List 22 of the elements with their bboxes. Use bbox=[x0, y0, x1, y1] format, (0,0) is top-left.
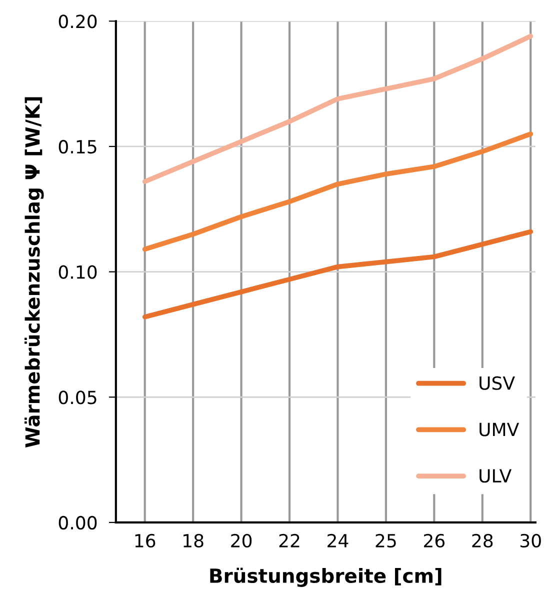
x-tick-label: 24 bbox=[328, 534, 348, 548]
x-tick-label: 28 bbox=[472, 534, 493, 548]
y-tick-label: 0.10 bbox=[58, 265, 97, 279]
x-tick-label: 16 bbox=[135, 534, 156, 548]
y-axis-title: Wärmebrückenzuschlag Ψ [W/K] bbox=[24, 97, 44, 448]
x-axis-title: Brüstungsbreite [cm] bbox=[210, 568, 442, 587]
legend-label: USV bbox=[480, 376, 515, 390]
y-tick-label: 0.00 bbox=[58, 516, 97, 530]
legend-label: UMV bbox=[480, 422, 520, 436]
y-tick-label: 0.15 bbox=[58, 140, 96, 154]
x-tick-label: 22 bbox=[279, 534, 300, 548]
x-tick-label: 18 bbox=[184, 534, 204, 548]
y-tick-label: 0.05 bbox=[58, 390, 96, 404]
x-tick-label: 25 bbox=[376, 534, 396, 548]
y-tick-label: 0.20 bbox=[58, 14, 97, 28]
x-tick-label: 26 bbox=[424, 534, 445, 548]
line-series bbox=[142, 34, 534, 184]
x-tick-label: 30 bbox=[520, 534, 541, 548]
line-series bbox=[142, 229, 534, 320]
line-series bbox=[142, 132, 534, 252]
x-tick-label: 20 bbox=[231, 534, 252, 548]
legend-label: ULV bbox=[480, 469, 512, 483]
